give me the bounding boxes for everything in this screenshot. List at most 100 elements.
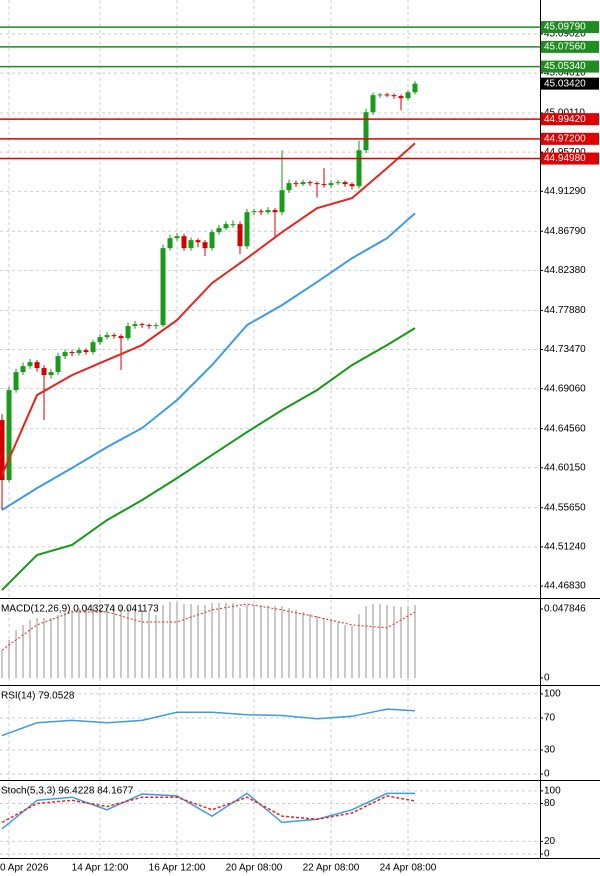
x-tick-label: 20 Apr 08:00 — [226, 863, 283, 874]
candle-body — [377, 94, 383, 96]
candle-body — [279, 190, 285, 213]
candle-body — [307, 182, 313, 184]
level-box — [541, 152, 599, 165]
candle-body — [69, 352, 75, 354]
candle-body — [83, 350, 89, 353]
y-tick-label: 44.64560 — [544, 423, 586, 434]
candle-body — [27, 362, 33, 367]
candle-body — [125, 326, 131, 339]
level-box — [541, 60, 599, 73]
candle-body — [139, 324, 145, 326]
candle-body — [62, 352, 68, 357]
moving-average — [1, 212, 416, 511]
x-tick-label: 16 Apr 12:00 — [149, 863, 206, 874]
candle-body — [237, 224, 243, 247]
candle-body — [391, 95, 397, 97]
candle-body — [174, 236, 180, 239]
y-tick-label: 80 — [544, 798, 556, 809]
candle-body — [132, 324, 138, 327]
level-label: 44.99420 — [544, 114, 586, 125]
pane-title: RSI(14) 79.0528 — [1, 691, 75, 702]
y-tick-label: 100 — [544, 785, 561, 796]
level-box — [541, 113, 599, 126]
y-tick-label: 44.55650 — [544, 502, 586, 513]
candle-body — [153, 325, 159, 327]
candle-body — [104, 335, 110, 338]
y-tick-label: 44.46830 — [544, 581, 586, 592]
y-tick-label: 0 — [544, 849, 550, 860]
y-tick-label: 44.77880 — [544, 305, 586, 316]
candle-body — [328, 183, 334, 186]
candle-body — [76, 350, 82, 354]
candle-body — [48, 372, 54, 376]
candle-body — [356, 150, 362, 187]
candle-body — [405, 92, 411, 99]
candle-body — [293, 183, 299, 185]
y-tick-label: 0.047846 — [544, 604, 586, 615]
y-tick-label: 30 — [544, 745, 556, 756]
candle-body — [370, 95, 376, 113]
macd-signal — [1, 603, 416, 651]
candle-body — [118, 336, 124, 339]
pane-title: MACD(12,26,9) 0.043274 0.041173 — [1, 604, 159, 615]
indicator-line — [1, 792, 415, 830]
level-label: 44.94980 — [544, 153, 586, 164]
candle-body — [321, 184, 327, 186]
y-tick-label: 45.09020 — [544, 29, 586, 40]
candle-body — [244, 212, 250, 247]
moving-average — [1, 142, 416, 476]
candle-body — [146, 325, 152, 327]
candle-body — [13, 372, 19, 391]
indicator-line — [1, 795, 416, 824]
candle-body — [363, 112, 369, 151]
candle-body — [223, 224, 229, 229]
level-box — [541, 21, 599, 34]
candle-body — [314, 183, 320, 185]
level-label: 45.09790 — [544, 22, 586, 33]
candle-body — [20, 366, 26, 373]
candle-body — [349, 184, 355, 187]
candle-body — [181, 236, 187, 249]
current-price-label: 45.03420 — [544, 78, 586, 89]
candle-body — [97, 337, 103, 343]
y-tick-label: 100 — [544, 689, 561, 700]
candle-body — [342, 182, 348, 185]
candle-body — [398, 96, 404, 99]
y-tick-label: 44.60150 — [544, 462, 586, 473]
candle-body — [195, 240, 201, 243]
candle-body — [111, 335, 117, 337]
x-tick-label: 0 Apr 2026 — [0, 863, 49, 874]
x-tick-label: 22 Apr 08:00 — [303, 863, 360, 874]
y-tick-label: 44.73470 — [544, 344, 586, 355]
y-tick-label: 44.51240 — [544, 542, 586, 553]
candle-body — [216, 228, 222, 233]
y-tick-label: 20 — [544, 836, 556, 847]
candle-body — [265, 210, 271, 213]
y-tick-label: 70 — [544, 713, 556, 724]
x-tick-label: 14 Apr 12:00 — [72, 863, 129, 874]
candle-body — [209, 232, 215, 249]
y-tick-label: 45.04610 — [544, 68, 586, 79]
candle-body — [160, 248, 166, 326]
candle-body — [286, 183, 292, 191]
candle-body — [251, 211, 257, 213]
y-tick-label: 0 — [544, 673, 550, 684]
candle-body — [272, 210, 278, 213]
y-tick-label: 44.86790 — [544, 226, 586, 237]
level-box — [541, 40, 599, 53]
pane-title: Stoch(5,3,3) 96.4228 84.1677 — [1, 786, 134, 797]
y-tick-label: 44.91290 — [544, 186, 586, 197]
candle-body — [300, 182, 306, 185]
y-tick-label: 44.82380 — [544, 265, 586, 276]
candle-body — [167, 238, 173, 249]
candle-body — [412, 83, 418, 93]
level-label: 45.07560 — [544, 42, 586, 53]
y-tick-label: 44.69060 — [544, 383, 586, 394]
moving-average — [1, 327, 416, 591]
y-tick-label: 44.95700 — [544, 147, 586, 158]
level-label: 45.05340 — [544, 61, 586, 72]
candle-body — [335, 182, 341, 184]
candle-body — [258, 211, 264, 213]
